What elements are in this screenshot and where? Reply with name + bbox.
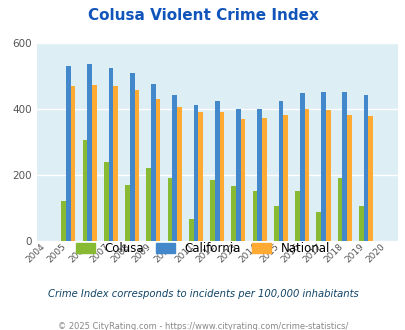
Bar — [108, 68, 113, 241]
Bar — [188, 219, 193, 241]
Bar — [210, 180, 214, 241]
Bar — [363, 95, 367, 241]
Text: © 2025 CityRating.com - https://www.cityrating.com/crime-statistics/: © 2025 CityRating.com - https://www.city… — [58, 322, 347, 330]
Bar — [214, 101, 219, 241]
Bar — [358, 206, 363, 241]
Bar — [236, 109, 240, 241]
Bar — [87, 64, 92, 241]
Bar — [261, 118, 266, 241]
Bar — [125, 185, 130, 241]
Bar — [231, 186, 236, 241]
Bar — [130, 73, 134, 241]
Bar — [113, 86, 118, 241]
Bar — [70, 86, 75, 241]
Bar — [273, 206, 278, 241]
Bar — [66, 66, 70, 241]
Bar — [294, 191, 299, 241]
Bar — [257, 109, 261, 241]
Bar — [92, 85, 96, 241]
Bar — [341, 92, 346, 241]
Bar — [134, 90, 139, 241]
Bar — [304, 109, 309, 241]
Bar — [172, 95, 177, 241]
Bar — [193, 105, 198, 241]
Bar — [151, 84, 156, 241]
Bar — [278, 101, 283, 241]
Bar — [167, 178, 172, 241]
Bar — [315, 212, 320, 241]
Bar — [177, 107, 181, 241]
Text: Crime Index corresponds to incidents per 100,000 inhabitants: Crime Index corresponds to incidents per… — [47, 289, 358, 299]
Text: Colusa Violent Crime Index: Colusa Violent Crime Index — [87, 8, 318, 23]
Legend: Colusa, California, National: Colusa, California, National — [71, 237, 334, 260]
Bar — [156, 99, 160, 241]
Bar — [283, 115, 287, 241]
Bar — [252, 191, 257, 241]
Bar — [61, 201, 66, 241]
Bar — [346, 115, 351, 241]
Bar — [83, 140, 87, 241]
Bar — [219, 112, 224, 241]
Bar — [325, 110, 330, 241]
Bar — [198, 112, 202, 241]
Bar — [146, 168, 151, 241]
Bar — [367, 116, 372, 241]
Bar — [299, 93, 304, 241]
Bar — [320, 92, 325, 241]
Bar — [337, 178, 341, 241]
Bar — [104, 162, 108, 241]
Bar — [240, 119, 245, 241]
